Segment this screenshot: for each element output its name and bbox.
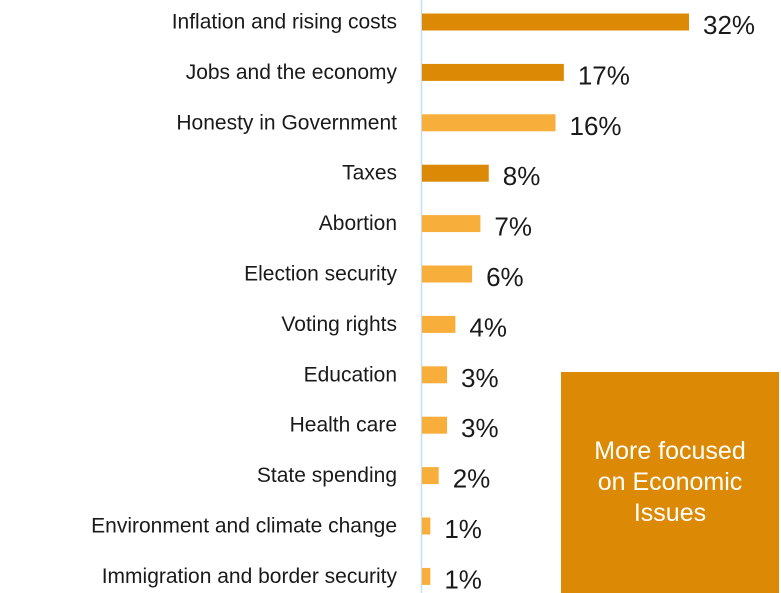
- bar-7: [422, 366, 448, 384]
- bar-9: [422, 467, 439, 485]
- category-label: Jobs and the economy: [186, 61, 398, 84]
- bar-8: [422, 416, 448, 434]
- category-label: Election security: [244, 263, 397, 286]
- value-label: 32%: [703, 10, 755, 40]
- value-label: 6%: [486, 262, 524, 292]
- bar-3: [422, 164, 489, 182]
- economic-issues-callout: More focused on Economic Issues: [561, 372, 779, 593]
- category-label: Health care: [290, 414, 397, 437]
- bar-10: [422, 517, 431, 535]
- value-label: 17%: [578, 60, 630, 90]
- value-label: 3%: [461, 363, 499, 393]
- category-label: Inflation and rising costs: [172, 11, 397, 34]
- bar-4: [422, 215, 481, 233]
- bar-0: [422, 13, 689, 31]
- category-label: Immigration and border security: [102, 565, 398, 588]
- category-label: Voting rights: [281, 313, 397, 336]
- category-label: Taxes: [342, 162, 397, 185]
- bar-6: [422, 315, 456, 333]
- value-label: 8%: [503, 161, 541, 191]
- value-label: 4%: [469, 312, 507, 342]
- value-label: 16%: [570, 111, 622, 141]
- bar-1: [422, 63, 564, 81]
- value-label: 1%: [444, 564, 482, 593]
- category-label: Environment and climate change: [91, 515, 397, 538]
- category-label: Honesty in Government: [176, 111, 397, 134]
- value-label: 2%: [453, 464, 491, 494]
- category-label: State spending: [257, 464, 397, 487]
- value-label: 7%: [494, 212, 532, 242]
- bars-group: Inflation and rising costs 32% Jobs and th…: [91, 10, 755, 593]
- category-label: Abortion: [319, 212, 397, 235]
- value-label: 3%: [461, 413, 499, 443]
- bar-2: [422, 114, 556, 132]
- value-label: 1%: [444, 514, 482, 544]
- callout-text: More focused on Economic Issues: [594, 436, 746, 528]
- category-label: Education: [304, 363, 397, 386]
- bar-11: [422, 567, 431, 585]
- bar-5: [422, 265, 473, 283]
